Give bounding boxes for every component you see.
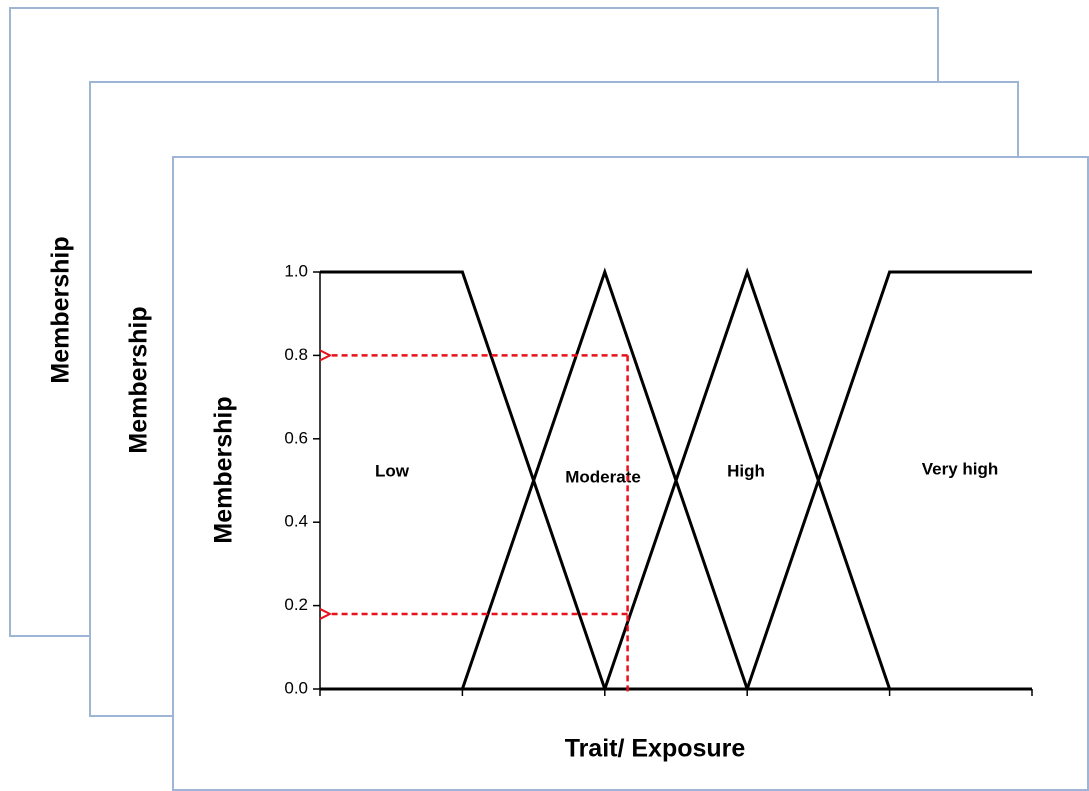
set-label: High — [727, 461, 765, 480]
set-label: Low — [375, 461, 410, 480]
set-label: Very high — [922, 459, 999, 478]
y-axis-label: Membership — [210, 396, 238, 543]
set-label: Moderate — [565, 467, 641, 486]
y-axis-label: Membership — [47, 236, 75, 383]
front-panel — [172, 156, 1089, 791]
y-tick-label: 0.6 — [284, 428, 308, 447]
y-tick-label: 0.4 — [284, 512, 308, 531]
x-axis-label: Trait/ Exposure — [565, 735, 746, 763]
y-tick-label: 0.0 — [284, 678, 308, 697]
y-tick-label: 0.2 — [284, 595, 308, 614]
y-tick-label: 0.8 — [284, 345, 308, 364]
membership-line — [320, 270, 1032, 691]
y-tick-label: 1.0 — [284, 261, 308, 280]
y-axis-label: Membership — [125, 306, 153, 453]
